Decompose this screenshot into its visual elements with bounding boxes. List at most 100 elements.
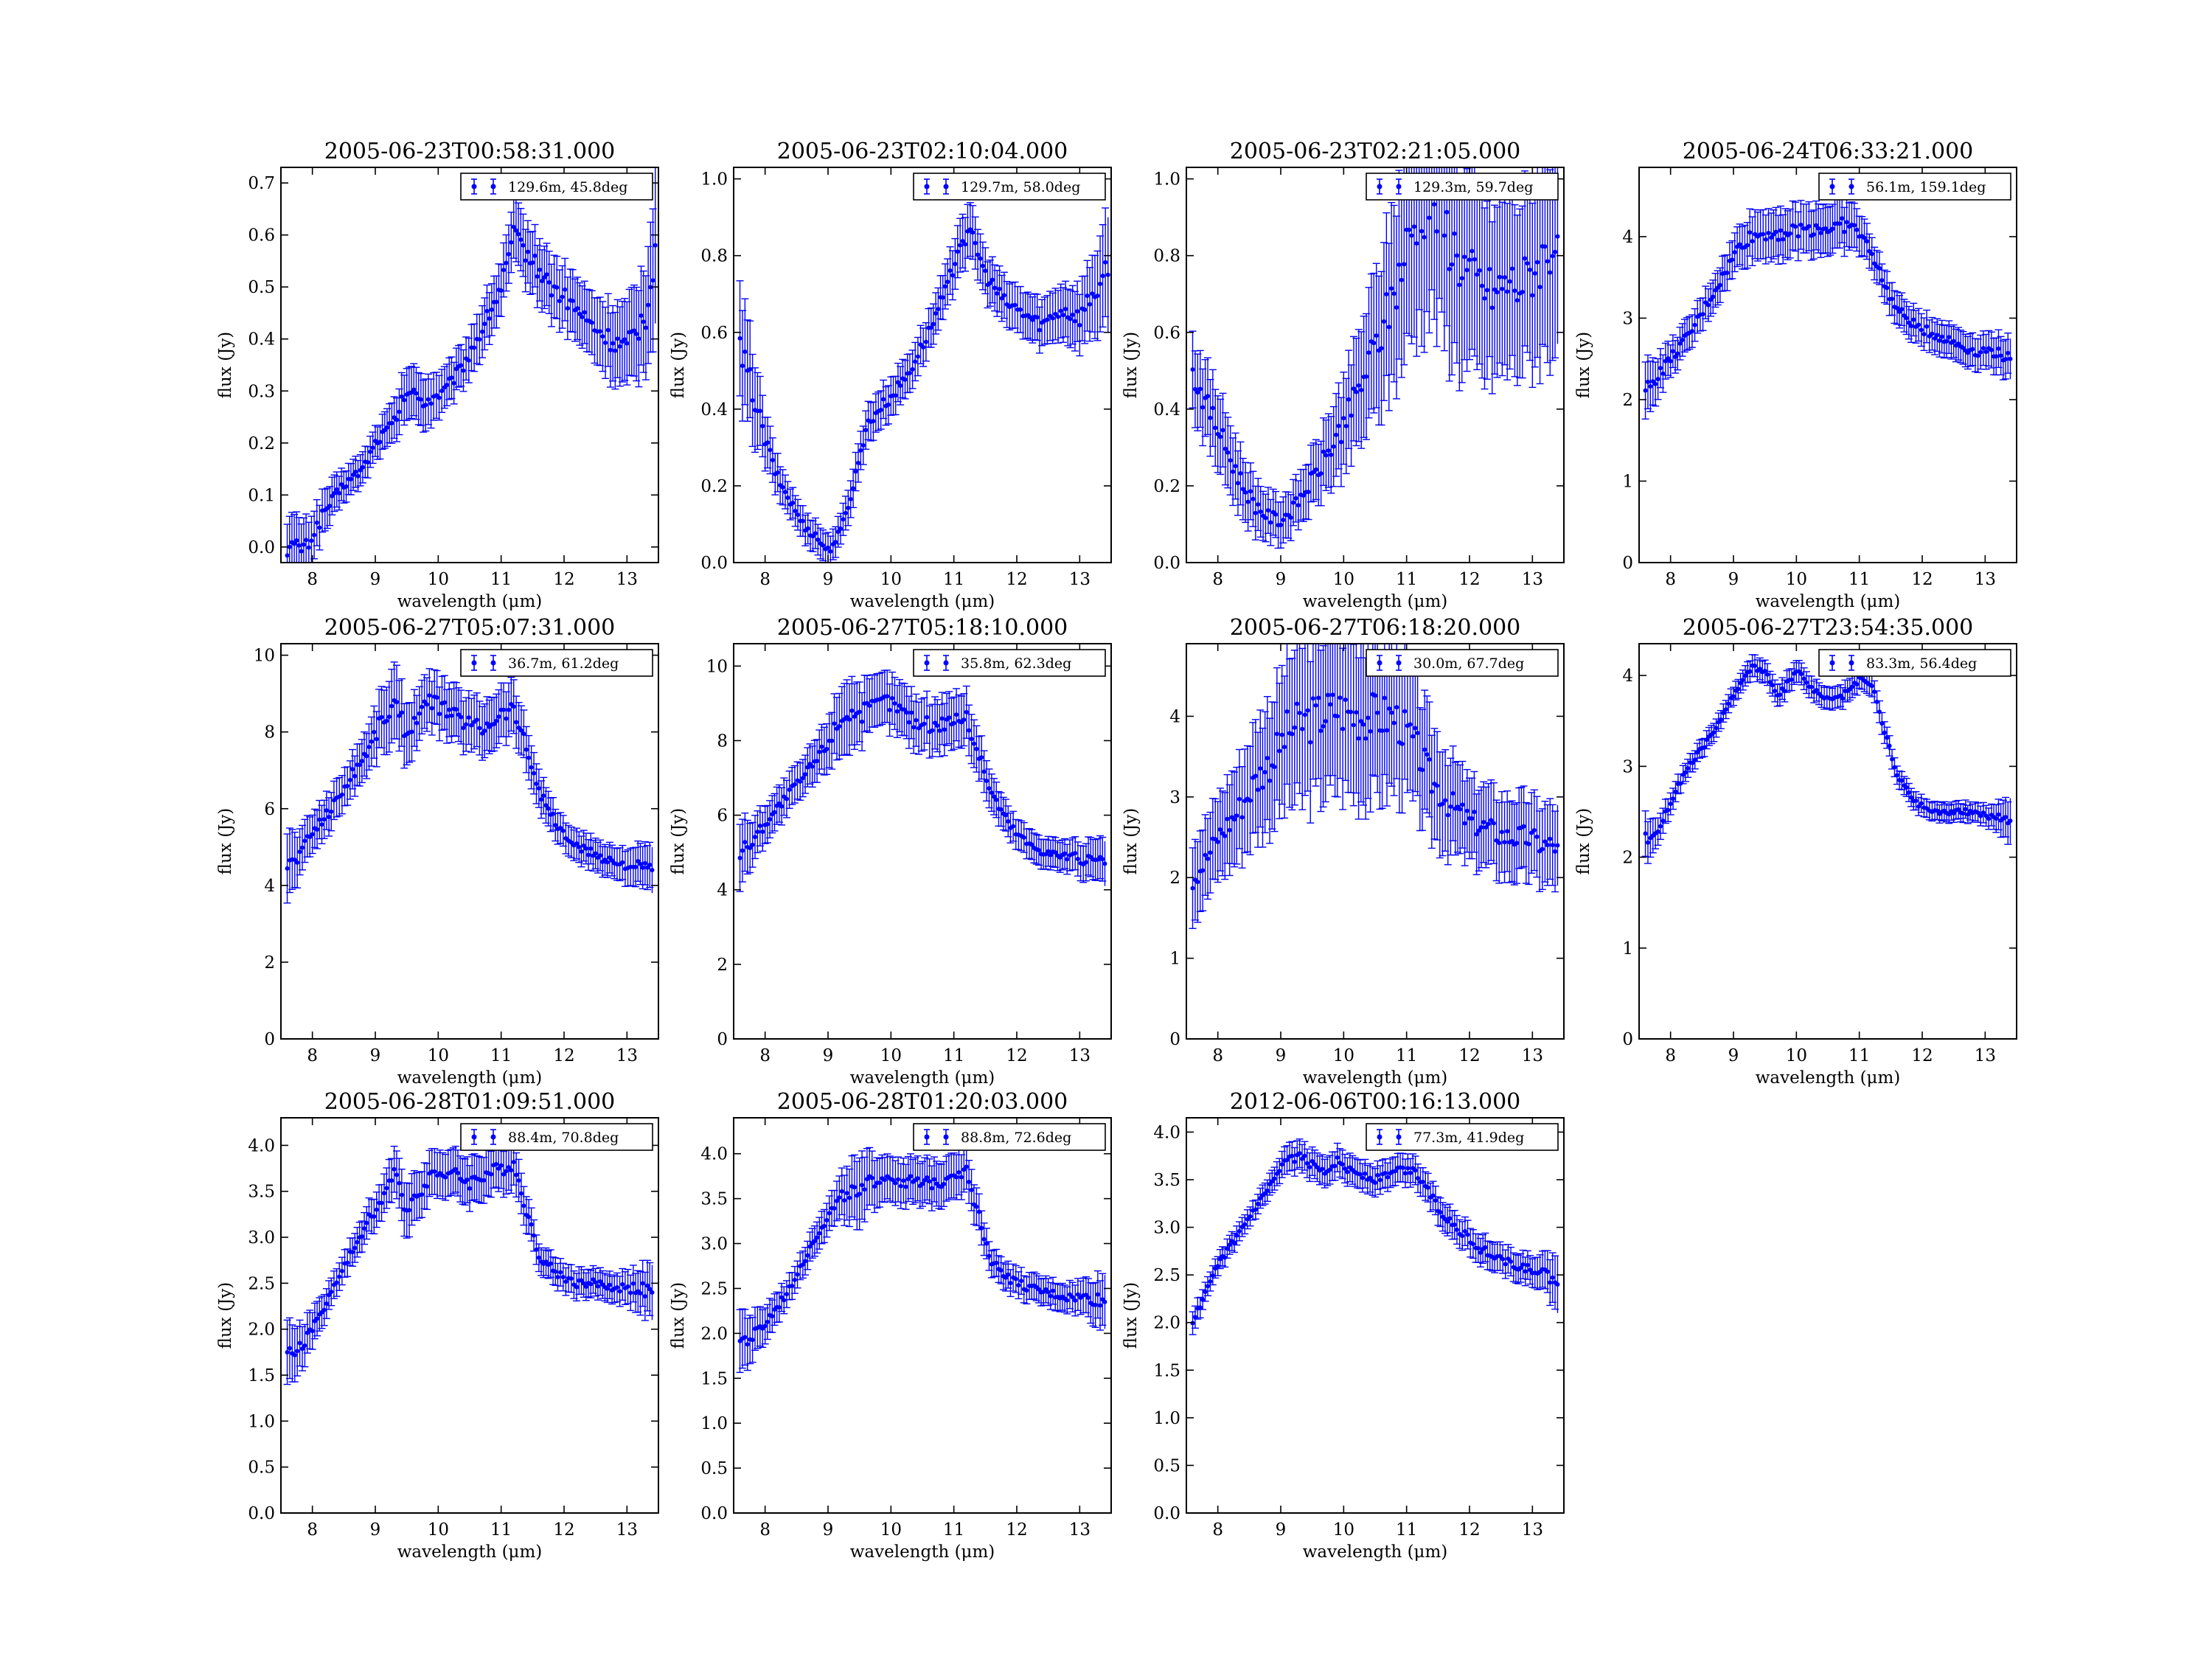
data-point: [1795, 234, 1801, 239]
data-point: [852, 714, 857, 719]
data-point: [1387, 706, 1392, 711]
axes-frame: [280, 643, 659, 1040]
data-point: [1765, 672, 1770, 677]
data-point: [1190, 367, 1195, 372]
data-point: [755, 830, 760, 835]
data-point: [978, 256, 983, 261]
data-point: [1951, 338, 1956, 344]
data-point: [1731, 694, 1736, 699]
axes-frame: [733, 643, 1112, 1040]
data-point: [1366, 715, 1371, 720]
x-tick-label: 12: [1911, 570, 1933, 589]
data-point: [1445, 813, 1450, 818]
data-point: [1034, 315, 1040, 320]
legend-label: 30.0m, 67.7deg: [1413, 655, 1524, 672]
data-point: [1082, 307, 1088, 313]
data-point: [315, 827, 320, 832]
data-point: [549, 293, 554, 298]
data-point: [915, 354, 920, 359]
data-point: [447, 707, 452, 712]
data-point: [593, 851, 598, 856]
data-point: [344, 484, 349, 489]
data-point: [347, 777, 352, 782]
y-tick-label: 0.7: [248, 174, 275, 193]
data-point: [1653, 381, 1658, 386]
data-point: [353, 469, 358, 474]
data-point: [785, 495, 790, 500]
legend-marker-dot: [924, 660, 930, 666]
x-tick-label: 11: [1848, 570, 1870, 589]
legend-label: 129.7m, 58.0deg: [961, 179, 1080, 195]
data-point: [429, 706, 434, 711]
data-point: [1354, 710, 1359, 715]
data-point: [913, 359, 918, 364]
data-point: [1645, 379, 1650, 384]
data-point: [327, 504, 333, 509]
legend-label: 129.6m, 45.8deg: [508, 179, 627, 195]
data-point: [1274, 731, 1279, 737]
y-tick-label: 4: [717, 881, 728, 900]
data-point: [1036, 848, 1041, 853]
data-point: [1514, 841, 1519, 846]
data-point: [1830, 226, 1835, 232]
data-point: [1837, 221, 1842, 226]
data-point: [1090, 291, 1095, 296]
data-point: [540, 279, 545, 284]
data-point: [482, 321, 487, 327]
data-point: [1798, 222, 1804, 227]
data-point: [1648, 383, 1653, 389]
y-tick-label: 0.8: [1153, 247, 1180, 266]
data-point: [1909, 795, 1914, 800]
data-point: [498, 288, 504, 293]
data-point: [1399, 741, 1405, 746]
data-point: [526, 755, 532, 760]
data-point: [1711, 294, 1716, 299]
data-point: [981, 769, 987, 774]
x-tick-label: 11: [943, 570, 964, 589]
data-point: [1397, 262, 1402, 267]
data-point: [881, 397, 886, 402]
data-point: [1525, 261, 1530, 266]
data-point: [1240, 487, 1245, 492]
data-point: [297, 849, 302, 855]
data-point: [1411, 224, 1416, 229]
data-point: [351, 473, 356, 478]
data-point: [1879, 721, 1885, 726]
data-point: [1486, 821, 1491, 827]
x-tick-label: 11: [490, 1046, 512, 1065]
data-point: [1288, 515, 1293, 521]
data-point: [1500, 286, 1505, 291]
data-point: [1305, 708, 1310, 713]
data-point: [1869, 251, 1874, 257]
data-point: [1208, 850, 1213, 855]
data-point: [1083, 860, 1088, 865]
data-point: [613, 348, 618, 353]
legend-marker-dot: [943, 660, 949, 666]
data-point: [1394, 705, 1399, 710]
legend-marker-dot: [1829, 184, 1835, 189]
data-point: [384, 718, 389, 723]
data-point: [1415, 731, 1420, 736]
data-point: [530, 260, 535, 265]
data-point: [514, 720, 519, 725]
data-point: [292, 541, 297, 546]
x-tick-label: 9: [823, 1046, 834, 1065]
data-point: [1730, 257, 1735, 262]
x-axis-label: wavelength (μm): [397, 592, 543, 611]
data-point: [1213, 425, 1218, 431]
data-point: [958, 243, 963, 248]
data-point: [563, 287, 568, 292]
data-point: [414, 391, 419, 396]
data-point: [494, 299, 499, 305]
data-point: [933, 311, 939, 316]
data-point: [1882, 730, 1887, 735]
data-point: [792, 782, 797, 787]
data-point: [997, 286, 1002, 291]
x-tick-label: 12: [553, 1046, 574, 1065]
data-point: [1206, 856, 1211, 861]
data-point: [1666, 355, 1671, 361]
data-point: [414, 720, 420, 726]
data-point: [647, 862, 653, 867]
data-point: [826, 545, 830, 550]
data-point: [1272, 765, 1277, 770]
